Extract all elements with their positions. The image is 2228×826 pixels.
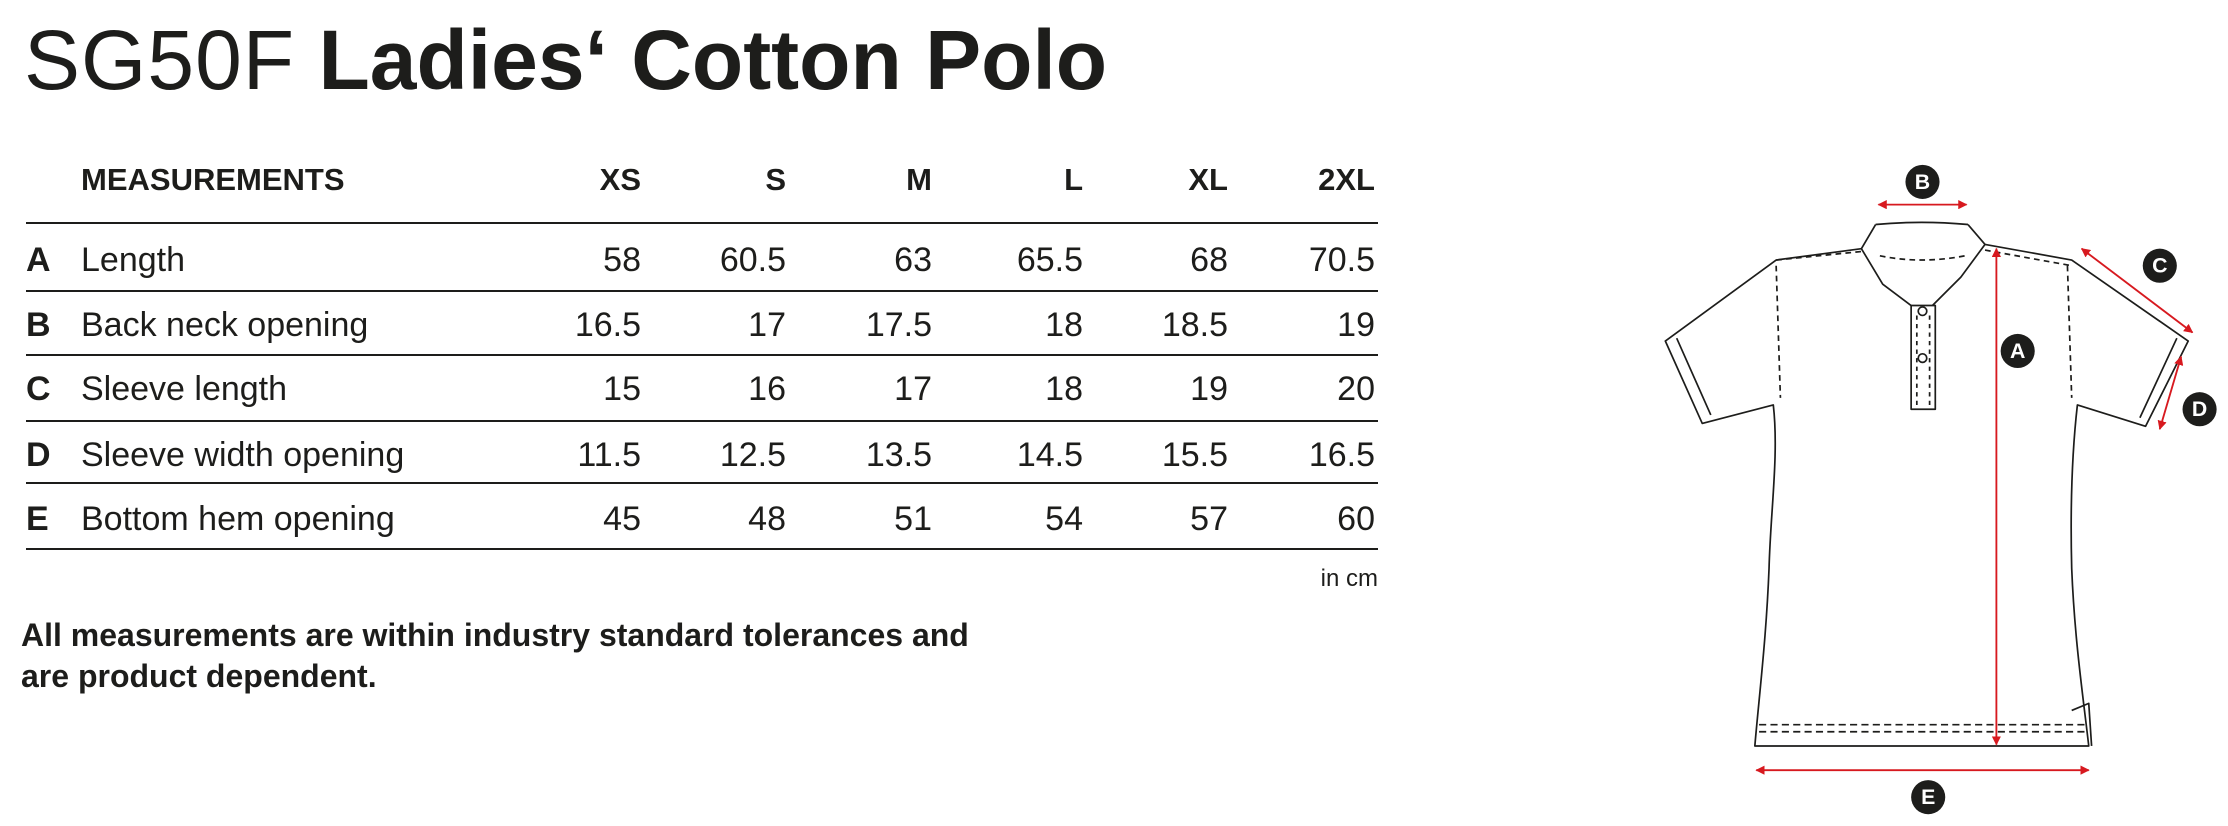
size-value: 16 — [748, 370, 786, 408]
row-name: Bottom hem opening — [81, 500, 395, 538]
size-value: 45 — [603, 500, 641, 538]
table-rule — [26, 420, 1378, 422]
note-line: All measurements are within industry sta… — [21, 617, 969, 653]
column-header: L — [1064, 162, 1083, 197]
row-letter: A — [26, 241, 51, 279]
size-value: 16.5 — [574, 306, 641, 344]
size-value: 65.5 — [1016, 241, 1083, 279]
size-value: 18 — [1045, 306, 1083, 344]
size-value: 17 — [748, 306, 786, 344]
size-value: 48 — [748, 500, 786, 538]
badge — [1911, 780, 1946, 815]
unit-label: in cm — [1320, 565, 1378, 592]
row-letter: C — [26, 370, 51, 408]
column-header: XL — [1188, 162, 1228, 197]
table-rule — [26, 482, 1378, 484]
table-rule — [26, 222, 1378, 224]
size-value: 63 — [894, 241, 932, 279]
row-name: Back neck opening — [81, 306, 369, 344]
size-value: 15.5 — [1161, 436, 1228, 474]
product-code: SG50F — [24, 13, 296, 107]
size-value: 19 — [1190, 370, 1228, 408]
badge — [2000, 333, 2035, 369]
table-rule — [26, 548, 1378, 550]
badge-label: E — [1921, 785, 1935, 809]
size-value: 68 — [1190, 241, 1228, 279]
product-name: Ladies‘ Cotton Polo — [318, 13, 1108, 107]
size-value: 13.5 — [865, 436, 932, 474]
table-rule — [26, 290, 1378, 292]
badge-label: C — [2152, 254, 2167, 278]
size-value: 18 — [1045, 370, 1083, 408]
badge-label: A — [2010, 339, 2025, 363]
column-header: 2XL — [1318, 162, 1375, 197]
size-value: 11.5 — [577, 436, 641, 474]
row-name: Sleeve length — [81, 370, 288, 408]
row-name: Sleeve width opening — [81, 436, 405, 474]
size-value: 19 — [1337, 306, 1375, 344]
badge-label: D — [2192, 397, 2207, 421]
size-value: 70.5 — [1308, 241, 1375, 279]
badge-label: B — [1915, 170, 1930, 194]
row-letter: B — [26, 306, 51, 344]
size-value: 51 — [894, 500, 932, 538]
size-value: 17.5 — [865, 306, 932, 344]
note-line: are product dependent. — [21, 658, 377, 694]
size-value: 14.5 — [1016, 436, 1083, 474]
column-header: MEASUREMENTS — [81, 162, 345, 197]
size-value: 20 — [1337, 370, 1375, 408]
size-value: 18.5 — [1161, 306, 1228, 344]
size-value: 16.5 — [1308, 436, 1375, 474]
size-value: 60.5 — [719, 241, 786, 279]
row-letter: E — [26, 500, 49, 538]
column-header: S — [765, 162, 786, 197]
badge — [1905, 164, 1940, 199]
column-header: XS — [599, 162, 641, 197]
table-rule — [26, 354, 1378, 356]
size-value: 17 — [894, 370, 932, 408]
measure-arrows — [1755, 200, 2194, 775]
row-name: Length — [81, 241, 185, 279]
badge — [2142, 248, 2177, 283]
size-value: 54 — [1045, 500, 1083, 538]
size-value: 60 — [1337, 500, 1375, 538]
row-letter: D — [26, 436, 51, 474]
size-value: 58 — [603, 241, 641, 279]
badge — [2182, 392, 2217, 427]
size-value: 12.5 — [719, 436, 786, 474]
column-header: M — [906, 162, 932, 197]
size-value: 15 — [603, 370, 641, 408]
title: SG50F Ladies‘ Cotton Polo — [24, 10, 1107, 110]
shirt-outline — [1664, 221, 2190, 747]
size-value: 57 — [1190, 500, 1228, 538]
